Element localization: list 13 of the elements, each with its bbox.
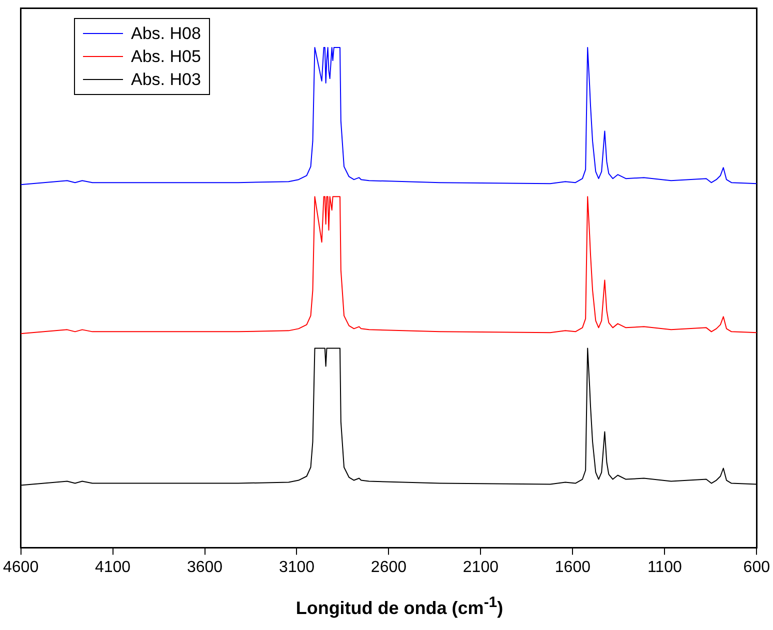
x-tick-label: 3600 [186, 558, 223, 576]
x-tick-label: 4100 [94, 558, 131, 576]
legend-label: Abs. H05 [131, 46, 201, 66]
x-tick-label: 4600 [3, 558, 39, 576]
x-tick-label: 1600 [554, 558, 591, 576]
x-tick-label: 600 [743, 558, 770, 576]
x-tick-label: 1100 [647, 558, 682, 576]
legend-label: Abs. H03 [131, 70, 201, 90]
x-tick-label: 2100 [462, 558, 499, 576]
x-axis-title: Longitud de onda (cm$^{-1}$) [294, 594, 504, 619]
legend-label: Abs. H08 [131, 24, 201, 44]
x-tick-label: 3100 [278, 558, 315, 576]
x-tick-label: 2600 [370, 558, 407, 576]
